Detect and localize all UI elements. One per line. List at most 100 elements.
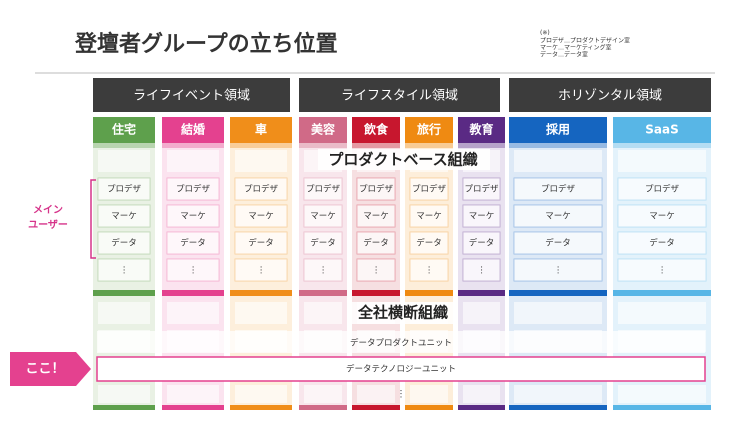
role-label: マーケ — [310, 212, 336, 222]
role-box — [97, 204, 151, 228]
column-strip — [405, 143, 453, 148]
role-label: データ — [248, 238, 274, 249]
role-box — [166, 231, 220, 255]
role-label: プロデザ — [244, 184, 279, 195]
role-box — [409, 231, 449, 255]
overlays: プロダクトベース組織全社横断組織データプロダクトユニットデータテクノロジーユニッ… — [10, 149, 706, 400]
column-foot-bar — [230, 405, 292, 410]
column-strip — [230, 143, 292, 148]
bracket — [90, 179, 96, 259]
role-label: ⋮ — [425, 266, 434, 276]
column-header — [162, 117, 224, 143]
column-header — [230, 117, 292, 143]
column-label: 教育 — [468, 122, 493, 137]
role-box — [356, 231, 396, 255]
role-box — [97, 231, 151, 255]
role-label: マーケ — [363, 212, 389, 222]
role-label: データ — [363, 238, 389, 249]
column-strip — [93, 143, 155, 148]
title: 登壇者グループの立ち位置 — [74, 31, 338, 57]
column-header — [299, 117, 347, 143]
role-box — [617, 231, 707, 255]
role-box — [234, 204, 288, 228]
role-box — [166, 204, 220, 228]
role-label: ⋮ — [477, 266, 486, 276]
band-box — [98, 150, 150, 172]
cross-box — [98, 302, 150, 324]
role-box — [409, 177, 449, 201]
role-label: プロデザ — [541, 184, 576, 195]
column-foot-bar — [509, 405, 607, 410]
column-divider-bar — [299, 290, 347, 296]
domain-label: ライフイベント領域 — [133, 88, 250, 104]
cross-box — [98, 385, 150, 403]
cross-box — [514, 385, 602, 403]
column-foot-bar — [405, 405, 453, 410]
role-label: ⋮ — [319, 266, 328, 276]
column-divider-bar — [162, 290, 224, 296]
unit-label: データプロダクトユニット — [350, 338, 452, 349]
role-label: ⋮ — [658, 266, 667, 276]
band-label: プロダクトベース組織 — [328, 151, 477, 169]
column-divider-bar — [509, 290, 607, 296]
column-label: 美容 — [311, 122, 335, 137]
role-label: データ — [310, 238, 336, 249]
column-label: 旅行 — [417, 122, 441, 137]
cross-box — [167, 302, 219, 324]
role-label: マーケ — [248, 212, 274, 222]
pointer-arrow — [10, 352, 91, 386]
cross-box — [167, 385, 219, 403]
band-box — [167, 150, 219, 172]
cross-label: 全社横断組織 — [357, 304, 448, 322]
column-label: 飲食 — [363, 122, 389, 137]
column-divider-bar — [93, 290, 155, 296]
note-mark: (※) — [540, 30, 550, 37]
cross-box — [357, 385, 395, 403]
cross-box — [235, 385, 287, 403]
column-foot-bar — [299, 405, 347, 410]
role-box — [409, 204, 449, 228]
cross-box — [463, 385, 500, 403]
role-label: データ — [111, 238, 137, 249]
role-label: マーケ — [180, 212, 206, 222]
column-label: 結婚 — [181, 122, 205, 137]
role-label: プロデザ — [464, 184, 499, 195]
role-label: マーケ — [545, 212, 571, 222]
pointer-label: ここ！ — [25, 362, 64, 377]
domain-label: ライフスタイル領域 — [341, 88, 458, 104]
column-header — [93, 117, 155, 143]
role-label: マーケ — [416, 212, 442, 222]
cross-box — [618, 385, 706, 403]
role-box — [166, 177, 220, 201]
column-divider-bar — [405, 290, 453, 296]
domain-header — [93, 78, 290, 112]
column-strip — [458, 143, 505, 148]
role-box — [617, 204, 707, 228]
role-label: プロデザ — [412, 184, 447, 195]
role-box — [303, 258, 343, 282]
role-label: プロデザ — [306, 184, 341, 195]
cross-box — [410, 385, 448, 403]
role-box — [617, 258, 707, 282]
cross-box — [618, 302, 706, 324]
column-foot-bar — [352, 405, 400, 410]
domain-header — [509, 78, 711, 112]
role-box — [234, 231, 288, 255]
highlight-row — [96, 356, 706, 382]
role-box — [462, 258, 501, 282]
role-box — [513, 258, 603, 282]
column-label: SaaS — [645, 123, 678, 137]
note-line: マーケ…マーケティング室 — [540, 44, 612, 52]
role-label: マーケ — [111, 212, 137, 222]
column-strip — [299, 143, 347, 148]
column-foot-bar — [162, 405, 224, 410]
role-label: データ — [416, 238, 442, 249]
column-foot-bar — [613, 405, 711, 410]
column-strip — [162, 143, 224, 148]
role-label: プロデザ — [359, 184, 394, 195]
role-box — [97, 258, 151, 282]
band-box — [235, 150, 287, 172]
role-box — [513, 204, 603, 228]
column-header — [352, 117, 400, 143]
column-header — [613, 117, 711, 143]
